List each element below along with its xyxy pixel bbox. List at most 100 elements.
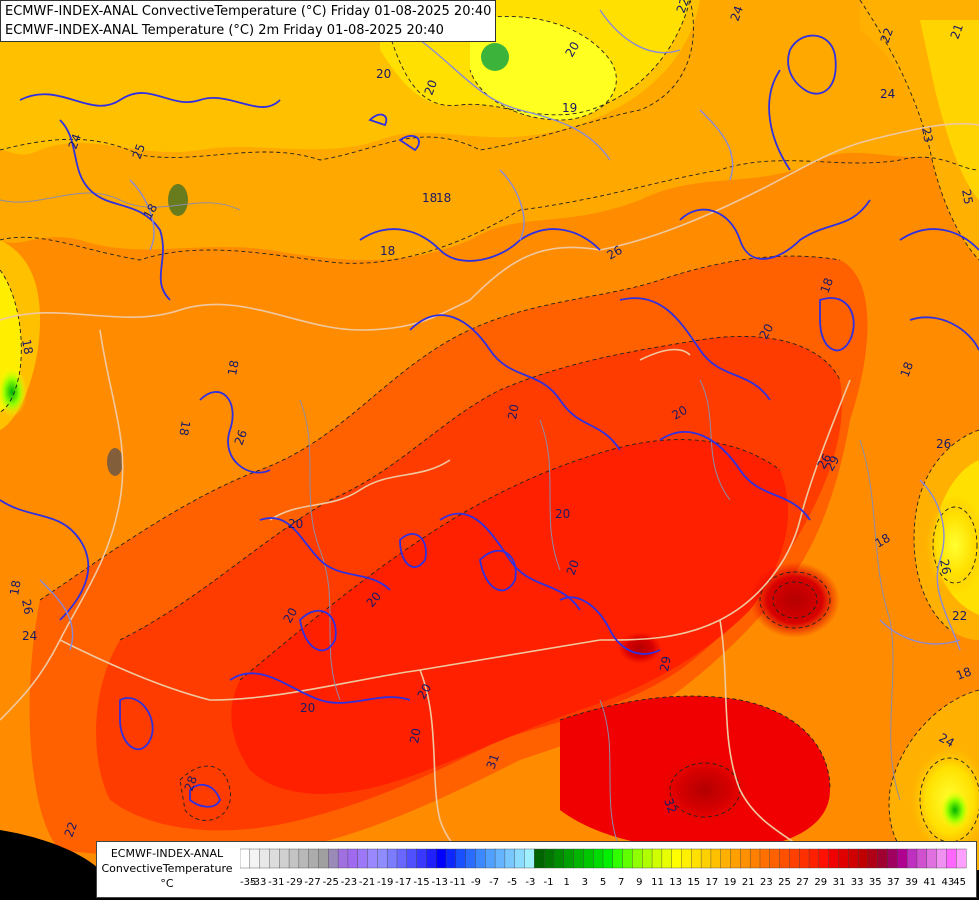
contour-label: 18 [422,191,437,205]
legend-tick-label: 27 [796,877,809,888]
legend-tick-label: 11 [651,877,664,888]
temperature-2m-isolines-light [39,9,961,651]
legend-tick-label: -31 [268,877,284,888]
contour-label: 20 [280,605,300,625]
legend-swatch [543,848,555,869]
legend-swatch [534,848,545,869]
temperature-fill [0,0,979,870]
legend-swatch [357,848,369,869]
contour-label: 21 [948,22,966,41]
contour-label: 18 [140,201,160,221]
title-line-convective: ECMWF-INDEX-ANAL ConvectiveTemperature (… [5,4,492,19]
legend-swatch [416,848,427,869]
legend-swatch [318,848,329,869]
contour-label: 18 [19,338,35,355]
legend-tick-label: -3 [525,877,535,888]
legend-title: ECMWF-INDEX-ANAL ConvectiveTemperature °… [101,846,233,891]
contour-label: 26 [936,437,951,451]
legend-swatch [749,848,761,869]
legend-swatch [337,848,349,869]
contour-label: 24 [880,87,895,101]
legend-swatch [642,848,653,869]
contour-label: 18 [818,276,836,295]
legend-tick-label: 41 [923,877,936,888]
legend-swatch [818,848,830,869]
legend-swatch [955,848,967,869]
legend-swatch [396,848,408,869]
contour-label: 28 [182,774,200,793]
contour-label: 25 [959,188,975,205]
legend-swatch [592,848,604,869]
legend-tick-label: -17 [395,877,411,888]
contour-label: 24 [937,730,957,750]
legend-tick-label: -25 [323,877,339,888]
legend-tick-label: 33 [851,877,864,888]
contour-label: 20 [300,701,315,715]
legend-swatch [406,848,418,869]
legend-swatch [740,848,751,869]
legend-swatch [848,848,859,869]
contour-label: 22 [674,0,692,15]
contour-label: 18 [380,244,395,258]
contour-label: 24 [66,132,84,151]
legend-tick-label: -11 [450,877,466,888]
contour-label: 20 [505,403,521,420]
legend-swatch [445,848,457,869]
legend-swatch [583,848,594,869]
color-scale: -35-33 -31 -29 -27 -25 -23 -21 -19 -17 -15 -13 -11-… [240,848,967,888]
legend-swatch [259,848,270,869]
legend-swatch [671,848,682,869]
legend-swatch [269,848,280,869]
legend-swatch [426,848,437,869]
contour-label: 20 [756,321,776,341]
legend-swatch [465,848,476,869]
legend-tick-label: -7 [489,877,499,888]
legend-swatch [485,848,496,869]
contour-label: 18 [436,191,451,205]
legend-model: ECMWF-INDEX-ANAL [110,847,224,860]
legend-swatch [612,848,624,869]
map-title: ECMWF-INDEX-ANAL ConvectiveTemperature (… [0,0,497,42]
contour-label: 22 [952,609,967,623]
contour-label: 18 [225,359,241,376]
contour-label: 22 [62,820,80,839]
contour-label: 20 [376,67,391,81]
legend-swatch [455,848,467,869]
legend-swatch [279,848,290,869]
legend-swatch [367,848,378,869]
legend-swatch [769,848,781,869]
legend-swatch [946,848,957,869]
legend-swatch [906,848,918,869]
contour-label: 18 [176,419,192,436]
legend-swatch [524,848,535,869]
contour-label: 20 [555,507,570,521]
legend-swatch [691,848,702,869]
legend-swatch [681,848,692,869]
legend-swatch [779,848,790,869]
contour-label: 26 [19,598,35,615]
contour-label: 25 [130,142,148,161]
legend-unit: °C [160,877,174,890]
contour-label: 22 [878,26,896,45]
legend-tick-label: 43 [941,877,954,888]
contour-label: 18 [873,531,893,551]
contour-label: 20 [414,681,434,701]
legend-swatch [347,848,359,869]
legend-swatch [887,848,898,869]
legend-swatch [936,848,947,869]
legend-tick-label: 29 [814,877,827,888]
legend-swatch [553,848,565,869]
legend-swatch [867,848,879,869]
legend-swatch [632,848,643,869]
legend-swatch [602,848,614,869]
contour-label: 20 [422,78,440,97]
legend-swatch [563,848,575,869]
legend-tick-label: -29 [286,877,302,888]
contour-label: 20 [670,403,690,423]
legend-swatch [651,848,663,869]
legend-swatch [240,848,251,869]
legend-swatch [828,848,839,869]
legend-swatch [622,848,633,869]
contour-label: 26 [605,243,625,263]
